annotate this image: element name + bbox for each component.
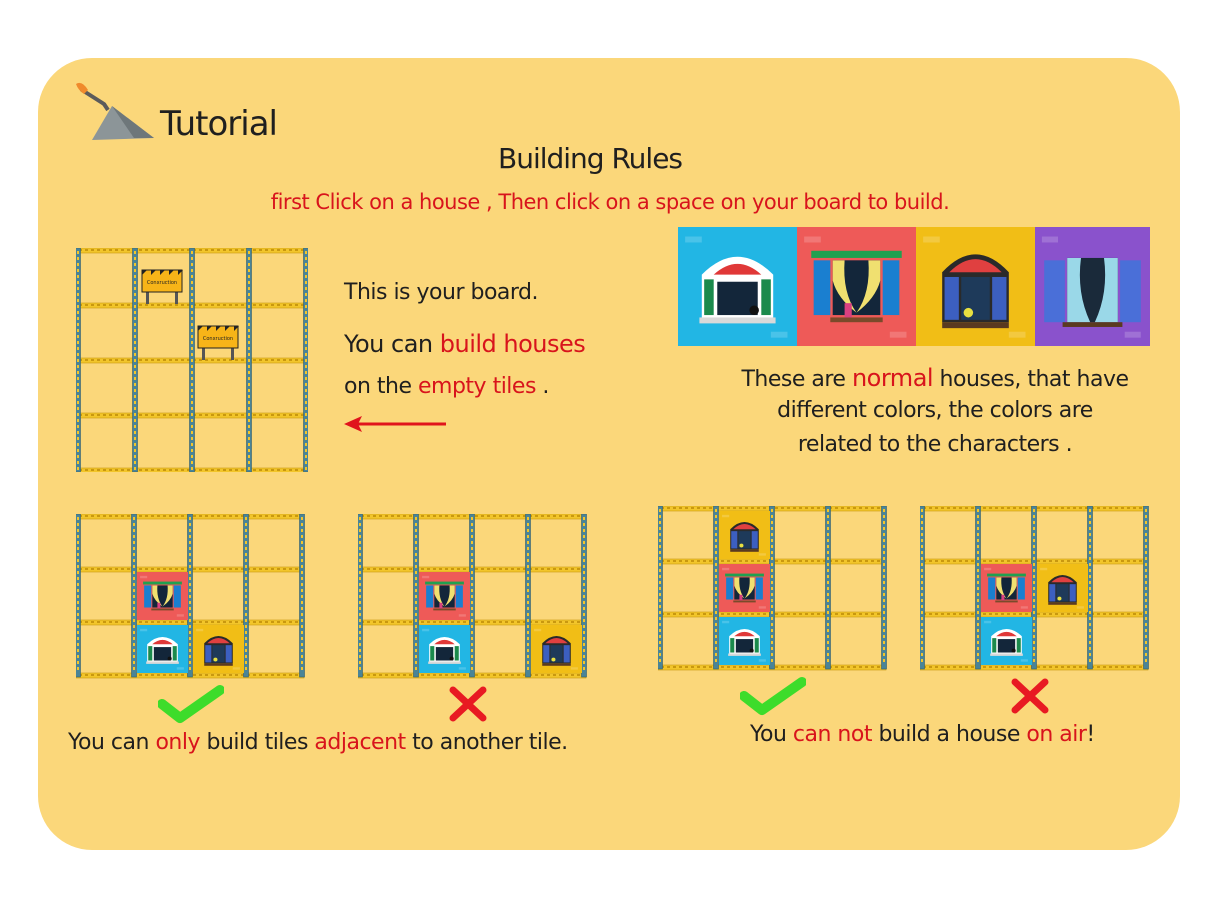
yellow-house-tile <box>719 511 770 559</box>
trowel-icon <box>76 82 154 140</box>
tutorial-card <box>38 58 1180 850</box>
example-board-air-valid <box>658 506 887 671</box>
board-intro-line1: This is your board. <box>344 280 539 305</box>
board-intro-line3: on the empty tiles . <box>344 374 549 399</box>
check-mark-icon <box>158 685 224 723</box>
red-house-tile <box>719 564 770 612</box>
yellow-house-tile <box>1037 564 1088 612</box>
houses-desc-line1: These are normal houses, that have <box>741 364 1129 392</box>
rule-adjacent-text: You can only build tiles adjacent to ano… <box>68 730 568 755</box>
blue-house-illustration <box>678 227 797 346</box>
construction-sign-icon: Conxruction <box>197 325 239 360</box>
player-board[interactable]: Conxruction Conxruction <box>76 248 308 472</box>
red-house-tile <box>419 572 470 620</box>
left-arrow-icon <box>344 416 446 432</box>
red-house-tile <box>137 572 188 620</box>
example-board-adjacent-invalid <box>358 514 587 679</box>
normal-house-yellow[interactable] <box>916 227 1035 346</box>
cross-mark-icon <box>1011 678 1049 714</box>
red-house-tile <box>981 564 1032 612</box>
section-title: Building Rules <box>497 142 683 175</box>
blue-house-tile <box>419 625 470 673</box>
cross-mark-icon <box>449 686 487 722</box>
page-title: Tutorial <box>160 104 278 144</box>
blue-house-tile <box>719 617 770 665</box>
construction-sign-label: Conxruction <box>203 336 233 342</box>
construction-sign-icon: Conxruction <box>141 269 183 304</box>
board-intro-line2: You can build houses <box>344 330 586 358</box>
normal-house-red[interactable] <box>797 227 916 346</box>
yellow-house-illustration <box>916 227 1035 346</box>
check-mark-icon <box>740 677 806 715</box>
normal-house-blue[interactable] <box>678 227 797 346</box>
yellow-house-tile <box>531 625 582 673</box>
blue-house-tile <box>981 617 1032 665</box>
rule-air-text: You can not build a house on air! <box>750 722 1095 747</box>
instruction-text: first Click on a house , Then click on a… <box>270 190 950 214</box>
yellow-house-tile <box>193 625 244 673</box>
example-board-air-invalid <box>920 506 1149 671</box>
houses-desc-line3: related to the characters . <box>797 432 1073 457</box>
red-house-illustration <box>797 227 916 346</box>
blue-house-tile <box>137 625 188 673</box>
example-board-adjacent-valid <box>76 514 305 679</box>
houses-desc-line2: different colors, the colors are <box>777 398 1093 423</box>
purple-house-illustration <box>1035 227 1150 346</box>
construction-sign-label: Conxruction <box>147 280 177 286</box>
normal-house-purple[interactable] <box>1035 227 1150 346</box>
